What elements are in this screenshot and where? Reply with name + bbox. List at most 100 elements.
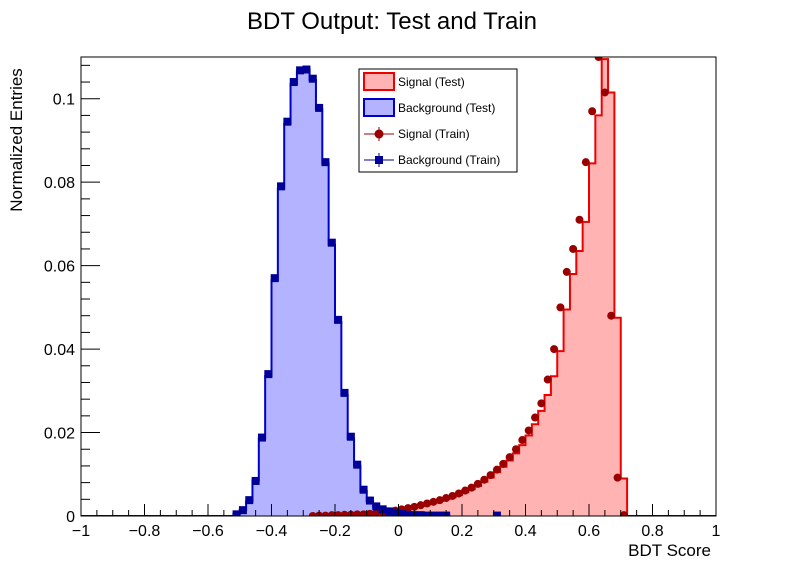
signal-train-point (518, 436, 527, 445)
x-tick-label: −0.8 (129, 523, 161, 540)
y-tick-label: 0.08 (44, 175, 75, 192)
legend-label-signal-test: Signal (Test) (398, 75, 465, 89)
signal-train-point (556, 303, 565, 312)
signal-train-point (562, 267, 571, 276)
signal-train-point (359, 510, 368, 516)
signal-train-point (480, 475, 489, 484)
x-tick-label: 0.4 (514, 523, 536, 540)
background-train-point (378, 505, 387, 514)
background-train-point (435, 511, 444, 516)
background-train-point (359, 485, 368, 494)
signal-train-point (404, 504, 413, 513)
signal-train-point (486, 471, 495, 480)
background-train-point (283, 117, 292, 126)
signal-train-point (334, 511, 343, 516)
background-train-point (365, 496, 374, 505)
background-train-point (429, 511, 438, 516)
signal-train-point (321, 511, 330, 516)
signal-train-point (448, 491, 457, 500)
signal-train-point (442, 494, 451, 503)
background-train-point (315, 103, 324, 112)
background-train-point (353, 460, 362, 469)
signal-train-point (365, 509, 374, 516)
background-train-point (289, 78, 298, 87)
histogram-fill-background-test (233, 69, 450, 516)
signal-train-point (410, 502, 419, 511)
signal-train-point (569, 244, 578, 253)
signal-train-point (429, 497, 438, 506)
signal-train-point (461, 486, 470, 495)
signal-train-point (308, 512, 317, 516)
background-train-point (296, 66, 305, 75)
signal-train-point (619, 511, 628, 516)
background-train-point (321, 158, 330, 167)
legend-label-background-test: Background (Test) (398, 101, 495, 115)
x-tick-label: 1 (712, 523, 721, 540)
signal-train-point (511, 445, 520, 454)
background-train-point (277, 182, 286, 191)
y-tick-label: 0 (66, 509, 75, 526)
signal-train-point (423, 499, 432, 508)
background-train-point (334, 315, 343, 324)
signal-train-point (588, 107, 597, 116)
background-train-point (384, 507, 393, 516)
x-tick-label: 0.2 (451, 523, 473, 540)
signal-train-point (575, 215, 584, 224)
axes: −1 −0.8 −0.6 −0.4 −0.2 0 0.2 0.4 0.6 0.8 1 0 0.02 0.0… (44, 56, 721, 540)
y-tick-label: 0.04 (44, 342, 75, 359)
y-tick-label: 0.02 (44, 426, 75, 443)
legend: Signal (Test) Background (Test) Signal (… (358, 68, 518, 173)
y-tick-label: 0.06 (44, 259, 75, 276)
background-train-point (397, 509, 406, 516)
background-train-point (308, 74, 317, 83)
background-train-point (416, 511, 425, 516)
x-tick-label: −0.4 (256, 523, 288, 540)
background-train-point (404, 510, 413, 516)
background-train-point (302, 65, 311, 74)
x-tick-label: 0.8 (641, 523, 663, 540)
signal-train-point (537, 399, 546, 408)
signal-train-point (550, 345, 559, 354)
background-train-point (232, 510, 241, 516)
signal-train-point (524, 426, 533, 435)
plot-area (81, 57, 716, 516)
signal-train-point (543, 375, 552, 384)
background-train-point (257, 433, 266, 442)
signal-train-point (327, 511, 336, 516)
signal-train-point (435, 496, 444, 505)
signal-train-point (505, 453, 514, 462)
background-train-point (391, 508, 400, 516)
legend-marker-signal-train (374, 129, 384, 139)
x-tick-label: 0 (394, 523, 403, 540)
signal-train-point (454, 489, 463, 498)
x-tick-label: −1 (72, 523, 90, 540)
x-tick-label: −0.2 (319, 523, 351, 540)
background-train-point (251, 476, 260, 485)
signal-train-point (600, 88, 609, 97)
legend-label-background-train: Background (Train) (398, 153, 500, 167)
background-train-point (245, 496, 254, 505)
chart-title: BDT Output: Test and Train (247, 8, 537, 35)
signal-train-point (499, 459, 508, 468)
signal-train-point (467, 483, 476, 492)
legend-swatch-background-test (363, 98, 395, 117)
signal-train-point (492, 465, 501, 474)
signal-train-point (607, 311, 616, 320)
background-train-point (264, 370, 273, 379)
signal-train-point (473, 479, 482, 488)
background-train-point (372, 502, 381, 511)
background-train-point (346, 432, 355, 441)
signal-train-point (340, 510, 349, 516)
signal-train-point (613, 473, 622, 482)
x-tick-label: 0.6 (578, 523, 600, 540)
background-train-point (423, 511, 432, 516)
x-axis-label: BDT Score (628, 541, 711, 560)
legend-marker-background-train (375, 156, 383, 164)
background-train-point (327, 238, 336, 247)
y-axis-label: Normalized Entries (7, 68, 26, 212)
plot-content (81, 57, 716, 516)
background-train-point (340, 388, 349, 397)
background-train-point (238, 506, 247, 515)
legend-swatch-signal-test (363, 72, 395, 91)
